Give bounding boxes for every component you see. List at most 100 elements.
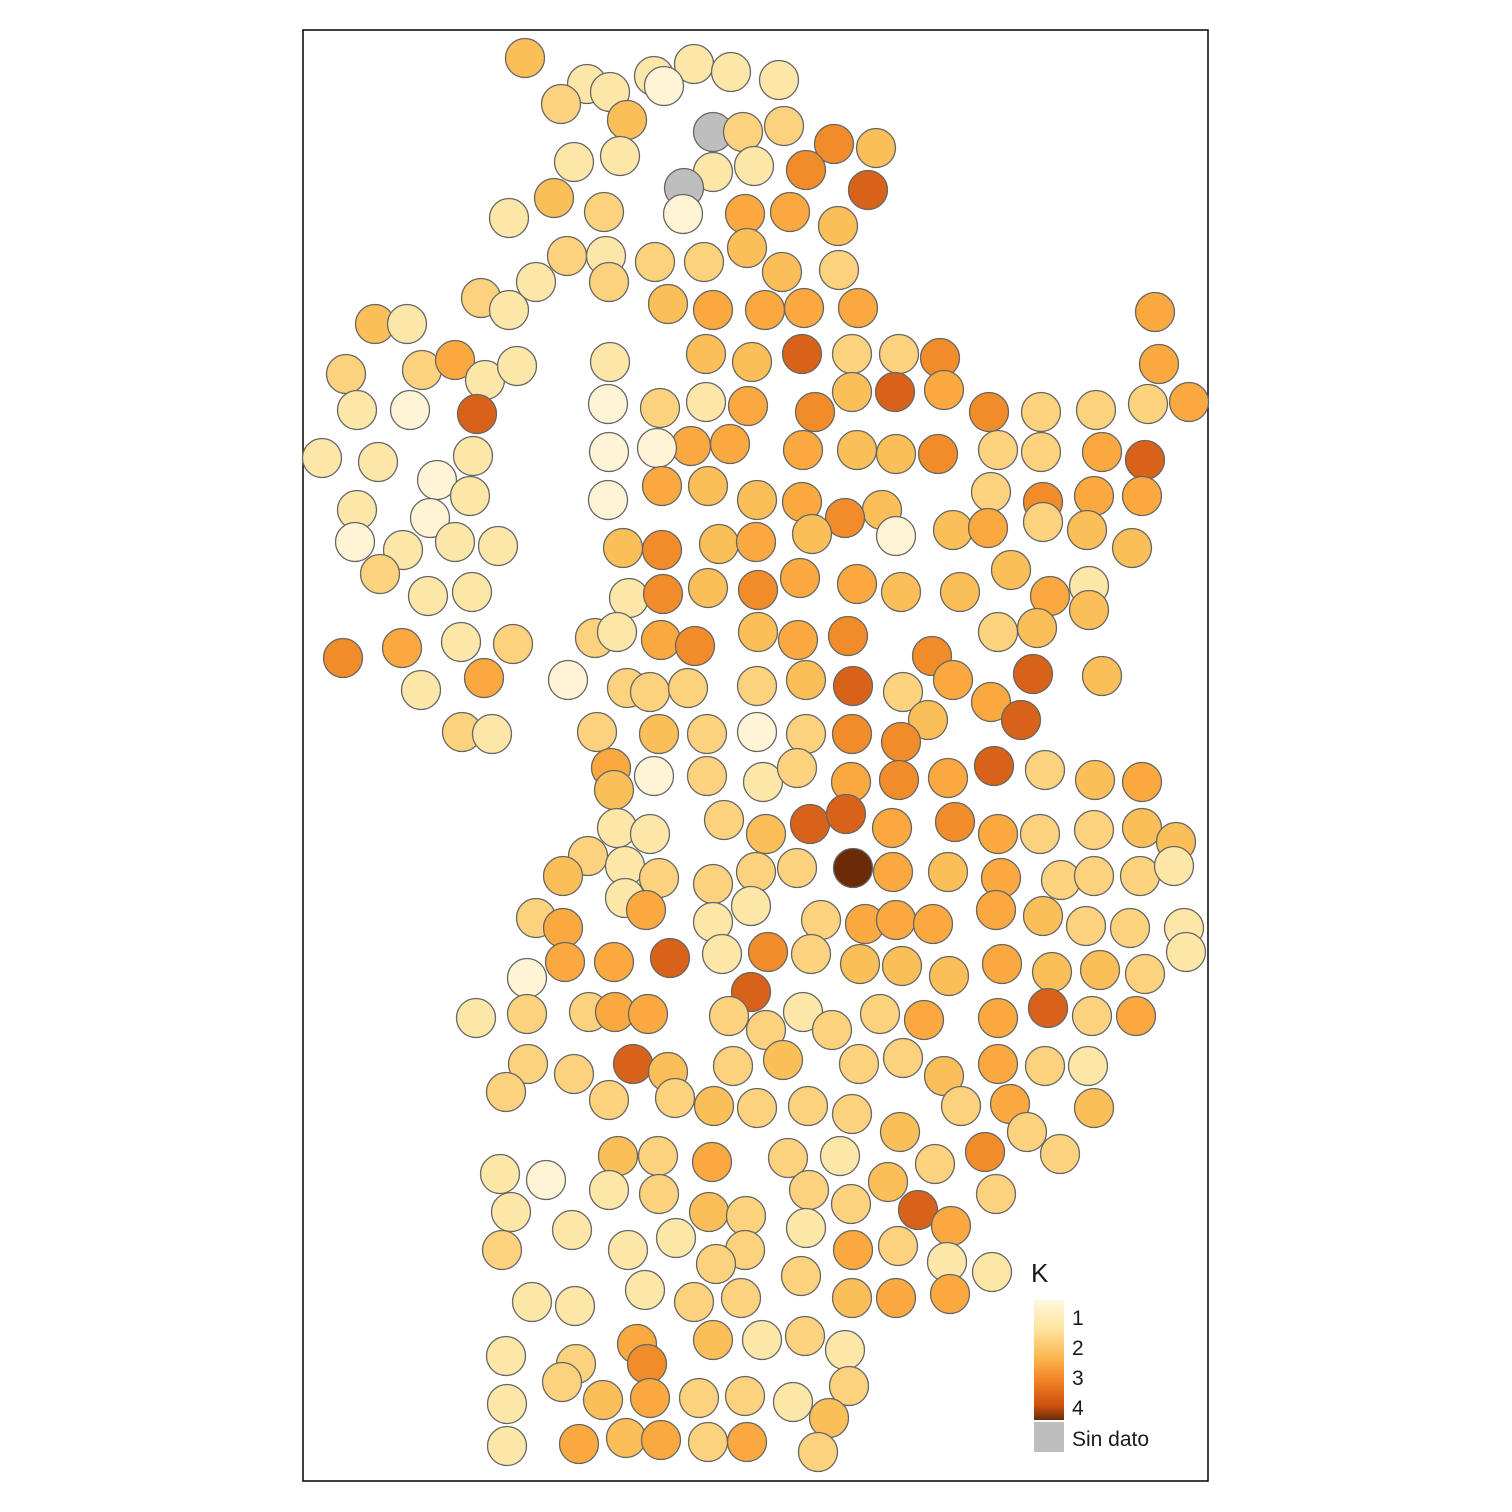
map-circle xyxy=(927,757,969,799)
map-circle xyxy=(687,567,729,609)
map-circle xyxy=(875,433,917,475)
map-circle xyxy=(322,637,364,679)
map-circle xyxy=(525,1159,567,1201)
map-circle xyxy=(683,241,725,283)
map-circle xyxy=(970,681,1012,723)
map-circle xyxy=(973,745,1015,787)
map-circle xyxy=(1066,509,1108,551)
map-circle xyxy=(1138,343,1180,385)
map-circle xyxy=(839,943,881,985)
map-circle xyxy=(485,1071,527,1113)
map-circle xyxy=(381,627,423,669)
map-circle xyxy=(871,807,913,849)
map-circle xyxy=(830,1183,872,1225)
map-circle xyxy=(506,993,548,1035)
map-circle xyxy=(662,193,704,235)
map-circle xyxy=(691,1141,733,1183)
map-circle xyxy=(1068,589,1110,631)
map-circle xyxy=(686,755,728,797)
map-circle xyxy=(827,615,869,657)
map-circle xyxy=(813,123,855,165)
map-circle xyxy=(692,1319,734,1361)
map-circle xyxy=(742,761,784,803)
map-circle xyxy=(736,665,778,707)
map-circle xyxy=(727,385,769,427)
map-circle xyxy=(637,1135,679,1177)
map-circle xyxy=(912,903,954,945)
map-circle xyxy=(847,169,889,211)
map-circle xyxy=(875,515,917,557)
map-circle xyxy=(903,999,945,1041)
map-circle xyxy=(686,713,728,755)
map-circle xyxy=(722,111,764,153)
map-circle xyxy=(836,429,878,471)
map-circle xyxy=(357,441,399,483)
map-circle xyxy=(692,863,734,905)
municipality-circles xyxy=(301,37,1210,1473)
map-circle xyxy=(880,571,922,613)
map-circle xyxy=(359,553,401,595)
map-circle xyxy=(761,251,803,293)
map-circle xyxy=(440,621,482,663)
map-circle xyxy=(928,955,970,997)
map-circle xyxy=(1168,381,1210,423)
map-circle xyxy=(897,1189,939,1231)
map-circle xyxy=(709,423,751,465)
map-circle xyxy=(882,1037,924,1079)
map-circle xyxy=(927,851,969,893)
map-circle xyxy=(878,333,920,375)
map-circle xyxy=(981,943,1023,985)
map-circle xyxy=(703,799,745,841)
map-circle xyxy=(452,435,494,477)
map-circle xyxy=(794,391,836,433)
map-circle xyxy=(747,931,789,973)
map-circle xyxy=(488,289,530,331)
map-circle xyxy=(735,521,777,563)
map-circle xyxy=(1024,749,1066,791)
map-circle xyxy=(737,569,779,611)
map-circle xyxy=(1020,391,1062,433)
map-circle xyxy=(547,659,589,701)
map-circle xyxy=(692,289,734,331)
map-circle xyxy=(386,303,428,345)
legend-tick-2: 2 xyxy=(1072,1337,1084,1360)
legend-tick-3: 3 xyxy=(1072,1367,1084,1390)
map-circle xyxy=(589,341,631,383)
map-circle xyxy=(1020,431,1062,473)
map-circle xyxy=(641,465,683,507)
map-circle xyxy=(640,619,682,661)
map-circle xyxy=(588,431,630,473)
map-circle xyxy=(736,1087,778,1129)
map-circle xyxy=(737,611,779,653)
map-circle xyxy=(971,1251,1013,1293)
map-circle xyxy=(725,1195,767,1237)
map-circle xyxy=(720,1277,762,1319)
map-circle xyxy=(627,993,669,1035)
map-circle xyxy=(479,1153,521,1195)
map-circle xyxy=(389,389,431,431)
map-circle xyxy=(593,769,635,811)
map-circle xyxy=(1000,699,1042,741)
map-circle xyxy=(587,479,629,521)
map-circle xyxy=(875,1277,917,1319)
map-circle xyxy=(940,1085,982,1127)
map-circle xyxy=(1127,383,1169,425)
map-circle xyxy=(1071,995,1113,1037)
map-circle xyxy=(1031,951,1073,993)
map-circle xyxy=(934,801,976,843)
map-circle xyxy=(784,1315,826,1357)
map-circle xyxy=(968,391,1010,433)
map-circle xyxy=(506,957,548,999)
map-circle xyxy=(726,1421,768,1463)
map-circle xyxy=(698,523,740,565)
map-circle xyxy=(831,1093,873,1135)
map-circle xyxy=(932,659,974,701)
map-circle xyxy=(647,283,689,325)
map-circle xyxy=(831,1277,873,1319)
map-circle xyxy=(336,389,378,431)
map-circle xyxy=(434,521,476,563)
map-circle xyxy=(685,381,727,423)
map-circle xyxy=(1081,655,1123,697)
map-circle xyxy=(325,353,367,395)
